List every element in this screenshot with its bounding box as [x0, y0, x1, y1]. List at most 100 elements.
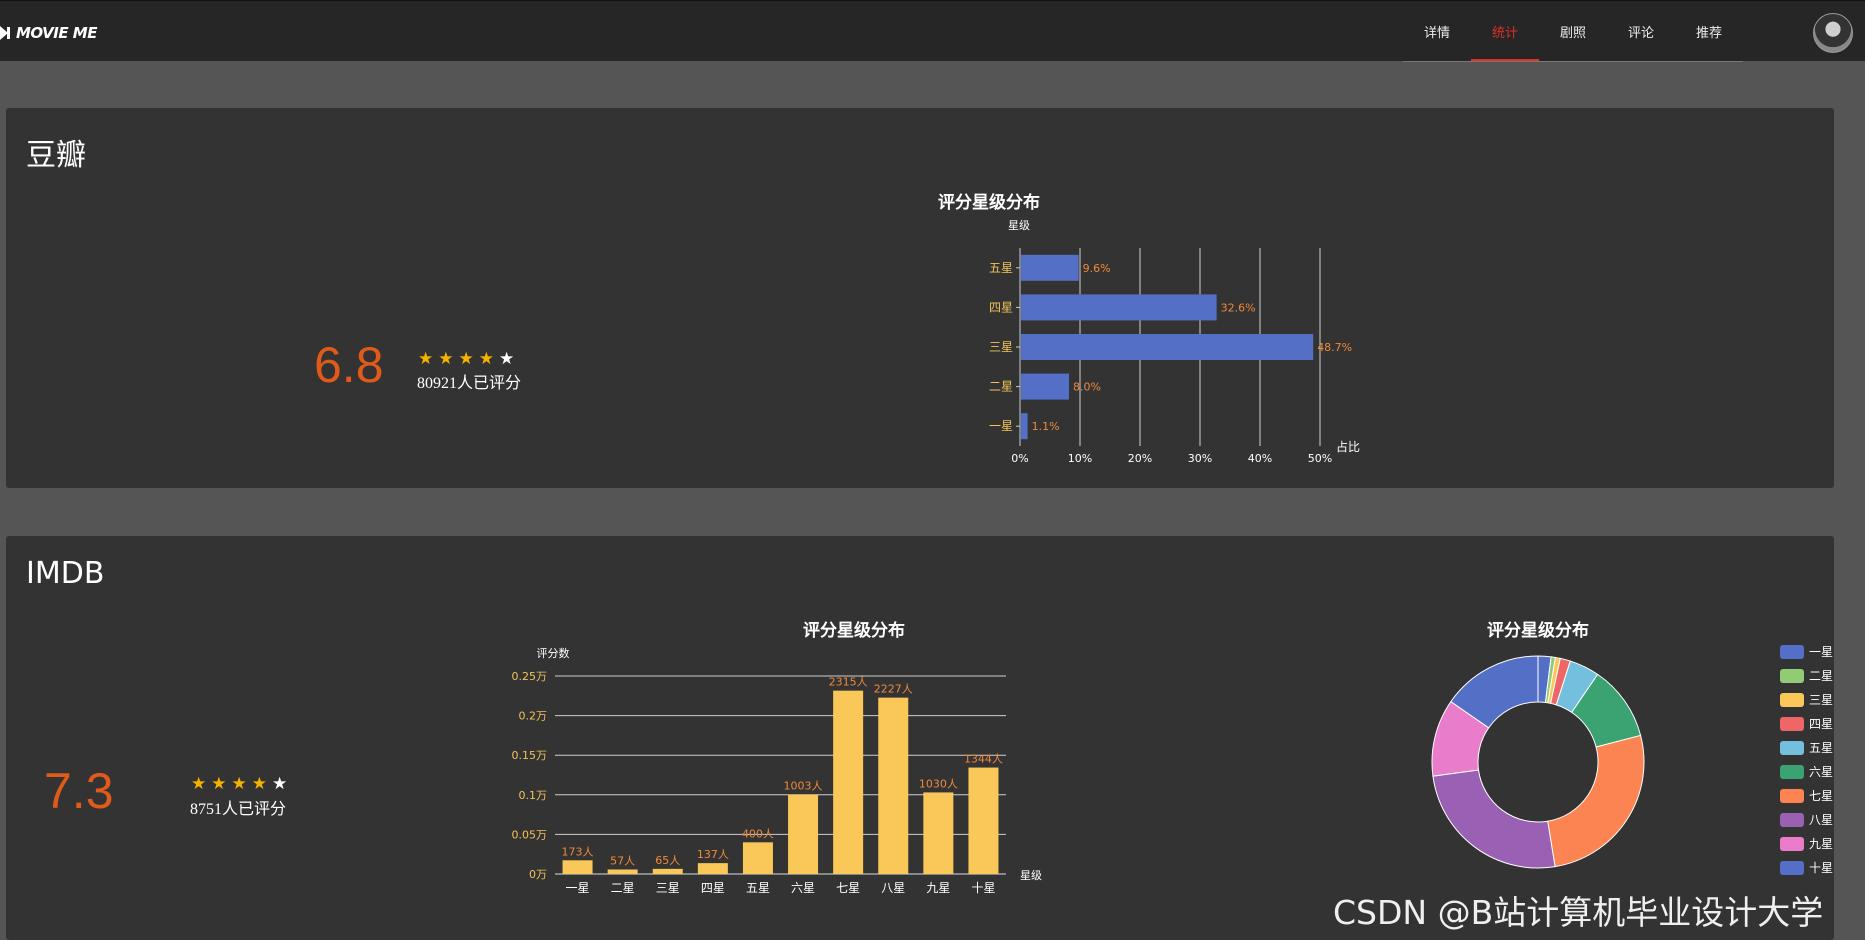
top-bar: MOVIE ME 详情 统计 剧照 评论 推荐	[0, 0, 1865, 62]
y-tick-label: 0万	[529, 868, 547, 881]
star-icon: ★	[478, 349, 499, 369]
nav-tabs: 详情 统计 剧照 评论 推荐	[1403, 1, 1743, 62]
star-icon: ★	[438, 349, 459, 369]
douban-title: 豆瓣	[26, 138, 86, 173]
imdb-rating-count: 8751人已评分	[190, 801, 287, 818]
data-label: 1344人	[964, 753, 1003, 766]
x-tick-label: 50%	[1308, 452, 1332, 465]
bar	[788, 794, 819, 874]
bar	[968, 767, 999, 874]
category-label: 四星	[701, 881, 725, 895]
y-tick-label: 0.1万	[519, 789, 548, 802]
bar	[1021, 334, 1314, 360]
tab-recommend[interactable]: 推荐	[1695, 26, 1722, 41]
star-icon: ★	[272, 774, 293, 794]
category-label: 五星	[746, 881, 770, 895]
bar	[1021, 294, 1217, 321]
imdb-stars: ★★★★★	[191, 774, 292, 794]
bar	[1021, 254, 1079, 281]
data-label: 9.6%	[1083, 262, 1111, 275]
y-tick-label: 0.05万	[512, 828, 548, 841]
chart-title: 评分星级分布	[1487, 620, 1589, 641]
x-tick-label: 20%	[1128, 452, 1152, 465]
x-tick-label: 40%	[1248, 452, 1272, 465]
douban-rating-chart: 评分星级分布 星级 占比 1.1% 8.0% 48.7% 32.6% 9.6% 一星 二星…	[938, 192, 1360, 465]
star-icon: ★	[191, 774, 212, 794]
legend-swatch	[1780, 645, 1804, 659]
legend-swatch	[1780, 813, 1804, 827]
category-label: 二星	[989, 380, 1013, 394]
bar	[1021, 373, 1069, 400]
legend-label: 六星	[1809, 765, 1833, 779]
legend-label: 八星	[1809, 813, 1833, 827]
watermark: CSDN @B站计算机毕业设计大学	[1333, 893, 1824, 932]
data-label: 8.0%	[1073, 381, 1101, 394]
imdb-title: IMDB	[26, 556, 105, 591]
legend-swatch	[1780, 765, 1804, 779]
data-label: 57人	[610, 854, 635, 867]
bar	[607, 869, 638, 874]
pie-slice	[1547, 734, 1645, 868]
legend-label: 五星	[1809, 741, 1833, 755]
logo-text: MOVIE ME	[16, 24, 97, 42]
legend-swatch	[1780, 861, 1804, 875]
data-label: 173人	[562, 845, 594, 858]
legend-swatch	[1780, 837, 1804, 851]
category-label: 一星	[566, 881, 590, 895]
category-label: 十星	[971, 881, 995, 895]
x-tick-label: 10%	[1068, 452, 1092, 465]
category-label: 五星	[989, 261, 1013, 275]
data-label: 1.1%	[1032, 420, 1060, 433]
category-label: 三星	[989, 340, 1013, 354]
legend-swatch	[1780, 693, 1804, 707]
avatar[interactable]	[1813, 13, 1853, 53]
douban-panel: 豆瓣 6.8 ★★★★★ 80921人已评分 评分星级分布 星级 占比 1.1%…	[6, 108, 1834, 488]
legend-swatch	[1780, 789, 1804, 803]
bar	[833, 690, 864, 874]
x-tick-label: 30%	[1188, 452, 1212, 465]
category-label: 六星	[791, 881, 815, 895]
tab-details[interactable]: 详情	[1423, 26, 1450, 41]
category-label: 八星	[881, 881, 905, 895]
tab-stills[interactable]: 剧照	[1559, 26, 1586, 41]
tab-reviews[interactable]: 评论	[1627, 26, 1654, 41]
category-label: 二星	[611, 881, 635, 895]
imdb-panel: IMDB 7.3 ★★★★★ 8751人已评分 评分星级分布 评分数 星级 17…	[6, 536, 1834, 940]
imdb-score: 7.3	[44, 763, 114, 819]
chart-title: 评分星级分布	[803, 620, 905, 641]
category-label: 四星	[989, 300, 1013, 314]
star-icon: ★	[251, 774, 272, 794]
film-icon	[0, 26, 10, 40]
logo[interactable]: MOVIE ME	[0, 21, 97, 45]
douban-score: 6.8	[314, 337, 384, 393]
data-label: 1003人	[784, 780, 823, 793]
legend-label: 十星	[1809, 861, 1833, 875]
bar	[697, 863, 728, 874]
star-icon: ★	[211, 774, 232, 794]
category-label: 七星	[836, 881, 860, 895]
imdb-bar-chart: 评分星级分布 评分数 星级 173人 57人 65人 137人 400人 1003人 231…	[512, 620, 1043, 895]
legend-swatch	[1780, 741, 1804, 755]
y-axis-label: 评分数	[537, 647, 570, 660]
x-axis-label: 星级	[1020, 869, 1042, 882]
data-label: 1030人	[919, 777, 958, 790]
bar	[878, 697, 909, 874]
chart-title: 评分星级分布	[938, 192, 1040, 213]
y-tick-label: 0.2万	[519, 710, 548, 723]
y-tick-label: 0.25万	[512, 670, 548, 683]
category-label: 三星	[656, 881, 680, 895]
legend-label: 四星	[1809, 717, 1833, 731]
star-icon: ★	[418, 349, 439, 369]
tab-statistics[interactable]: 统计	[1471, 1, 1539, 61]
data-label: 48.7%	[1317, 341, 1352, 354]
data-label: 2227人	[874, 683, 913, 696]
legend-label: 一星	[1809, 645, 1833, 659]
category-label: 九星	[926, 881, 950, 895]
bar	[923, 792, 954, 874]
x-tick-label: 0%	[1011, 452, 1028, 465]
bar	[742, 842, 773, 874]
bar	[562, 860, 593, 874]
pie-slice	[1450, 655, 1539, 729]
legend-swatch	[1780, 717, 1804, 731]
